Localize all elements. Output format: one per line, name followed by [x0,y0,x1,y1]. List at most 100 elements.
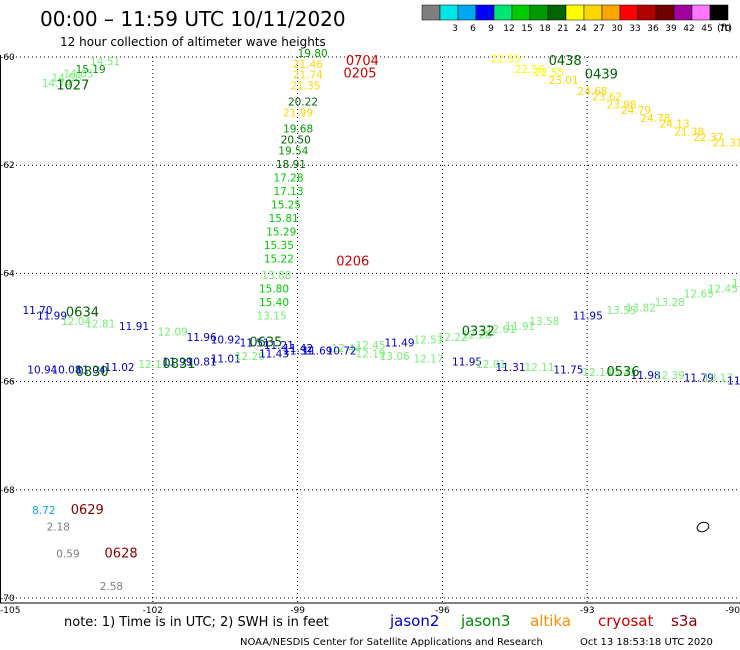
wave-height-value: 12.44 [331,343,361,355]
wave-height-value: 13.82 [626,302,656,314]
wave-height-value: 11.99 [37,310,67,322]
wave-height-value: 15.40 [259,297,289,309]
latitude-tick-label: -66 [0,378,15,388]
wave-height-value: 12.45 [708,283,738,295]
pass-time-label: 0629 [71,503,104,518]
legend-cryosat: cryosat [598,612,653,630]
wave-height-value: 13.15 [257,310,287,322]
longitude-tick-label: -96 [435,606,450,616]
wave-height-value: 13.55 [607,305,637,317]
wave-height-value: 17.28 [273,172,303,184]
wave-height-value: 23.01 [549,75,579,87]
pass-time-label: 0205 [343,67,376,82]
pass-time-label: 0536 [607,365,640,380]
longitude-tick-label: -102 [143,606,163,616]
longitude-tick-label: -90 [725,606,740,616]
wave-height-value: 12.65 [684,289,714,301]
colorbar-swatch [691,4,711,21]
wave-height-value: 11.91 [505,321,535,333]
colorbar-tick-label: 70 [719,24,731,34]
wave-height-value: 15.81 [269,213,299,225]
colorbar-tick-label: 45 [701,24,712,34]
latitude-tick-label: -60 [0,53,15,63]
satellite-legend: jason2 jason3 altika cryosat s3a [389,612,698,630]
pass-time-label: 0704 [346,54,379,69]
colorbar-swatch [529,4,549,21]
wave-height-value: 19.68 [283,124,313,136]
wave-height-value: 11.51 [240,337,270,349]
colorbar-tick-label: 12 [503,24,514,34]
colorbar-swatch [457,4,477,21]
colorbar-tick-label: 18 [539,24,551,34]
wave-height-value: 11.96 [187,332,217,344]
wave-height-value: 11.69 [302,346,332,358]
wave-height-value: 11.75 [553,364,583,376]
colorbar-tick-label: 9 [488,24,494,34]
wave-height-value: 13.17 [703,373,733,385]
colorbar-swatch [439,4,459,21]
colorbar-swatch [493,4,513,21]
wave-height-value: 12.04 [61,316,91,328]
colorbar-swatch [511,4,531,21]
wave-height-value: 13.88 [261,270,291,282]
pass-time-label: 0628 [105,546,138,561]
colorbar-swatch [637,4,657,21]
wave-height-value: 23.62 [592,91,622,103]
colorbar-tick-label: 6 [470,24,476,34]
wave-height-value: 11.91 [119,321,149,333]
wave-height-value: 23.98 [607,99,637,111]
wave-height-value: 13.06 [380,351,410,363]
wave-height-value: 11.31 [283,346,313,358]
wave-height-value: 12.20 [235,351,265,363]
wave-height-value: 10.94 [27,364,57,376]
wave-height-value: 21.31 [713,137,740,149]
wave-height-value: 11.98 [631,370,661,382]
colorbar-swatch [619,4,639,21]
colorbar-tick-label: 21 [557,24,568,34]
wave-height-value: 24.78 [640,113,670,125]
pass-time-label: 0439 [585,68,618,83]
colorbar-swatch [547,4,567,21]
pass-time-label: 0634 [66,306,99,321]
wave-height-value: 11.43 [259,348,289,360]
wave-height-value: 11.02 [105,362,135,374]
wave-height-value: 10.92 [211,335,241,347]
wave-height-value: 21.46 [293,59,323,71]
wave-height-value: 12.22 [438,332,468,344]
latitude-tick-label: -68 [0,486,15,496]
wave-height-value: 20.50 [281,135,311,147]
map-frame [0,55,740,604]
wave-height-value: 12.39 [655,370,685,382]
wave-height-value: 17.13 [273,186,303,198]
wave-height-value: 12.19 [356,348,386,360]
wave-height-value: 11.99 [162,356,192,368]
longitude-tick-label: -105 [0,606,20,616]
wave-height-value: 24.79 [621,105,651,117]
colorbar-swatch [583,4,603,21]
colorbar-swatch [421,4,441,21]
colorbar-tick-label: 27 [593,24,604,34]
wave-height-value: 11.70 [22,305,52,317]
pass-time-label: 1027 [56,78,89,93]
latitude-tick-label: -70 [0,594,15,604]
wave-height-value: 12.05 [732,278,740,290]
colorbar-tick-label: 33 [629,24,640,34]
wave-height-value: 21.74 [293,70,323,82]
footer-timestamp: Oct 13 18:53:18 UTC 2020 [580,637,713,648]
wave-height-value: 11.79 [684,373,714,385]
wave-height-value: 12.61 [486,324,516,336]
colorbar-swatch [601,4,621,21]
wave-height-value: 20.22 [288,97,318,109]
wave-height-value: 22.56 [515,64,545,76]
wave-height-value: 12.17 [413,354,443,366]
pass-time-label: 0438 [549,54,582,69]
wave-height-value: 2.18 [47,521,70,533]
wave-height-value: 11.31 [495,362,525,374]
colorbar-tick-label: 36 [647,24,659,34]
colorbar-tick-label: 30 [611,24,623,34]
